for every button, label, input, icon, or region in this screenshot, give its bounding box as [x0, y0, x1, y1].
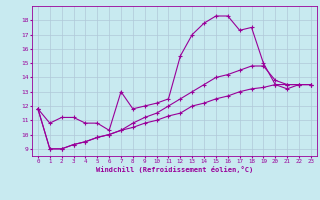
X-axis label: Windchill (Refroidissement éolien,°C): Windchill (Refroidissement éolien,°C) — [96, 166, 253, 173]
